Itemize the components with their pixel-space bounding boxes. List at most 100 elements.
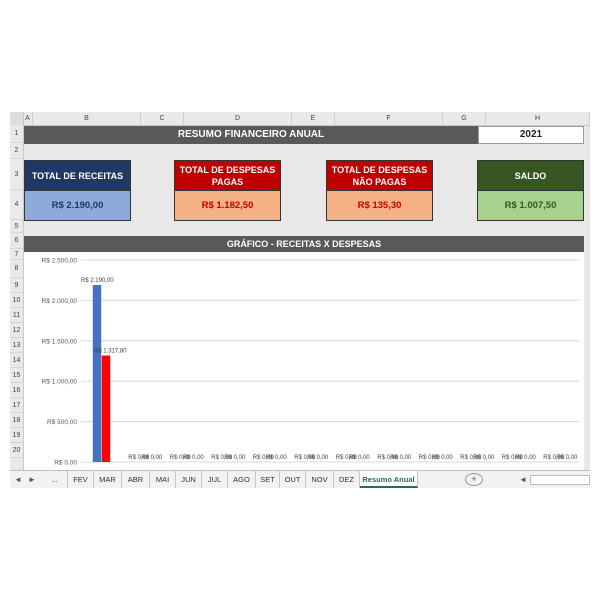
data-label: R$ 2.190,00 bbox=[81, 278, 114, 284]
sheet-tab-ago[interactable]: AGO bbox=[228, 471, 256, 488]
row-header-17[interactable]: 17 bbox=[10, 398, 23, 413]
row-header-7[interactable]: 7 bbox=[10, 249, 23, 260]
data-label: R$ 0,00 bbox=[502, 455, 524, 461]
column-header-f[interactable]: F bbox=[335, 112, 443, 125]
row-header-16[interactable]: 16 bbox=[10, 383, 23, 398]
select-all-corner[interactable] bbox=[10, 112, 24, 125]
y-tick-label: R$ 500,00 bbox=[47, 419, 77, 426]
row-header-13[interactable]: 13 bbox=[10, 338, 23, 353]
data-label: R$ 1.317,80 bbox=[94, 349, 127, 355]
chart-title: GRÁFICO - RECEITAS X DESPESAS bbox=[24, 236, 584, 252]
tab-scroll-left-icon[interactable]: ◄ bbox=[14, 475, 22, 484]
card-value: R$ 2.190,00 bbox=[24, 191, 131, 221]
card-label: TOTAL DE DESPESAS PAGAS bbox=[174, 160, 281, 191]
row-header-6[interactable]: 6 bbox=[10, 233, 23, 249]
sheet-tab-jun[interactable]: JUN bbox=[176, 471, 202, 488]
data-label: R$ 0,00 bbox=[349, 455, 371, 461]
year-cell[interactable]: 2021 bbox=[478, 126, 584, 144]
bar-chart: R$ 0,00 R$ 500,00 R$ 1.000,00 R$ 1.500,00 R$… bbox=[42, 258, 579, 467]
data-label: R$ 0,00 bbox=[473, 455, 495, 461]
card-label: TOTAL DE DESPESAS NÃO PAGAS bbox=[326, 160, 433, 191]
column-header-bar: A B C D E F G H bbox=[10, 112, 590, 126]
row-header-19[interactable]: 19 bbox=[10, 428, 23, 443]
sheet-tab-out[interactable]: OUT bbox=[280, 471, 306, 488]
row-header-20[interactable]: 20 bbox=[10, 443, 23, 458]
data-label: R$ 0,00 bbox=[253, 455, 275, 461]
data-label: R$ 0,00 bbox=[294, 455, 316, 461]
row-header-4[interactable]: 4 bbox=[10, 190, 23, 220]
sheet-tab-bar: ◄ ► ... FEV MAR ABR MAI JUN JUL AGO SET OUT NOV DE… bbox=[10, 470, 590, 488]
y-tick-label: R$ 1.000,00 bbox=[42, 379, 78, 386]
column-header-b[interactable]: B bbox=[33, 112, 141, 125]
sheet-tab-mai[interactable]: MAI bbox=[150, 471, 176, 488]
tab-more[interactable]: ... bbox=[42, 471, 68, 488]
spreadsheet-window: A B C D E F G H 1 2 3 4 5 6 7 8 9 10 11 12 13 14 15 16 1… bbox=[10, 112, 590, 488]
row-header-18[interactable]: 18 bbox=[10, 413, 23, 428]
card-label: SALDO bbox=[477, 160, 584, 191]
data-label: R$ 0,00 bbox=[128, 455, 150, 461]
column-header-a[interactable]: A bbox=[23, 112, 33, 125]
sheet-tab-jul[interactable]: JUL bbox=[202, 471, 228, 488]
data-label: R$ 0,00 bbox=[211, 455, 233, 461]
bar-despesas bbox=[101, 355, 111, 462]
column-header-h[interactable]: H bbox=[486, 112, 590, 125]
card-total-receitas: TOTAL DE RECEITAS R$ 2.190,00 bbox=[24, 160, 131, 221]
chart-area[interactable]: R$ 0,00 R$ 500,00 R$ 1.000,00 R$ 1.500,00 R$… bbox=[24, 252, 584, 470]
y-tick-label: R$ 0,00 bbox=[54, 460, 77, 467]
card-despesas-pagas: TOTAL DE DESPESAS PAGAS R$ 1.182,50 bbox=[174, 160, 281, 221]
sheet-tab-resumo-anual[interactable]: Resumo Anual bbox=[360, 471, 418, 488]
y-tick-label: R$ 2.000,00 bbox=[42, 298, 78, 305]
row-header-1[interactable]: 1 bbox=[10, 125, 23, 143]
card-despesas-nao-pagas: TOTAL DE DESPESAS NÃO PAGAS R$ 135,30 bbox=[326, 160, 433, 221]
card-saldo: SALDO R$ 1.007,50 bbox=[477, 160, 584, 221]
page-title: RESUMO FINANCEIRO ANUAL bbox=[24, 126, 478, 144]
sheet-tab-abr[interactable]: ABR bbox=[122, 471, 150, 488]
row-header-12[interactable]: 12 bbox=[10, 323, 23, 338]
card-value: R$ 135,30 bbox=[326, 191, 433, 221]
data-label: R$ 0,00 bbox=[419, 455, 441, 461]
data-label: R$ 0,00 bbox=[170, 455, 192, 461]
row-header-10[interactable]: 10 bbox=[10, 293, 23, 308]
row-header-bar: 1 2 3 4 5 6 7 8 9 10 11 12 13 14 15 16 17 18 19 20 bbox=[10, 125, 24, 470]
horizontal-scrollbar[interactable] bbox=[530, 475, 590, 485]
card-label: TOTAL DE RECEITAS bbox=[24, 160, 131, 191]
data-label: R$ 0,00 bbox=[336, 455, 358, 461]
card-value: R$ 1.007,50 bbox=[477, 191, 584, 221]
data-label: R$ 0,00 bbox=[307, 455, 329, 461]
row-header-3[interactable]: 3 bbox=[10, 159, 23, 190]
data-label: R$ 0,00 bbox=[224, 455, 246, 461]
y-tick-label: R$ 1.500,00 bbox=[42, 338, 78, 345]
column-header-c[interactable]: C bbox=[141, 112, 184, 125]
column-header-g[interactable]: G bbox=[443, 112, 486, 125]
tab-scroll-right-icon[interactable]: ► bbox=[28, 475, 36, 484]
add-sheet-icon[interactable]: + bbox=[465, 473, 483, 486]
row-header-14[interactable]: 14 bbox=[10, 353, 23, 368]
sheet-tab-dez[interactable]: DEZ bbox=[334, 471, 360, 488]
sheet-tab-nov[interactable]: NOV bbox=[306, 471, 334, 488]
bar-receitas bbox=[92, 285, 102, 462]
column-header-d[interactable]: D bbox=[184, 112, 292, 125]
data-label: R$ 0,00 bbox=[556, 455, 578, 461]
card-value: R$ 1.182,50 bbox=[174, 191, 281, 221]
sheet-tab-set[interactable]: SET bbox=[256, 471, 280, 488]
sheet-tab-fev[interactable]: FEV bbox=[68, 471, 94, 488]
data-label: R$ 0,00 bbox=[377, 455, 399, 461]
data-label: R$ 0,00 bbox=[390, 455, 412, 461]
row-header-15[interactable]: 15 bbox=[10, 368, 23, 383]
data-label: R$ 0,00 bbox=[432, 455, 454, 461]
row-header-2[interactable]: 2 bbox=[10, 143, 23, 159]
row-header-5[interactable]: 5 bbox=[10, 220, 23, 233]
data-label: R$ 0,00 bbox=[515, 455, 537, 461]
column-header-e[interactable]: E bbox=[292, 112, 335, 125]
data-label: R$ 0,00 bbox=[141, 455, 163, 461]
row-header-9[interactable]: 9 bbox=[10, 278, 23, 293]
data-label: R$ 0,00 bbox=[543, 455, 565, 461]
hscroll-left-icon[interactable]: ◄ bbox=[519, 475, 527, 484]
data-label: R$ 0,00 bbox=[183, 455, 205, 461]
row-header-11[interactable]: 11 bbox=[10, 308, 23, 323]
sheet-tab-mar[interactable]: MAR bbox=[94, 471, 122, 488]
data-label: R$ 0,00 bbox=[266, 455, 288, 461]
data-label: R$ 0,00 bbox=[460, 455, 482, 461]
row-header-8[interactable]: 8 bbox=[10, 260, 23, 278]
y-tick-label: R$ 2.500,00 bbox=[42, 258, 78, 265]
